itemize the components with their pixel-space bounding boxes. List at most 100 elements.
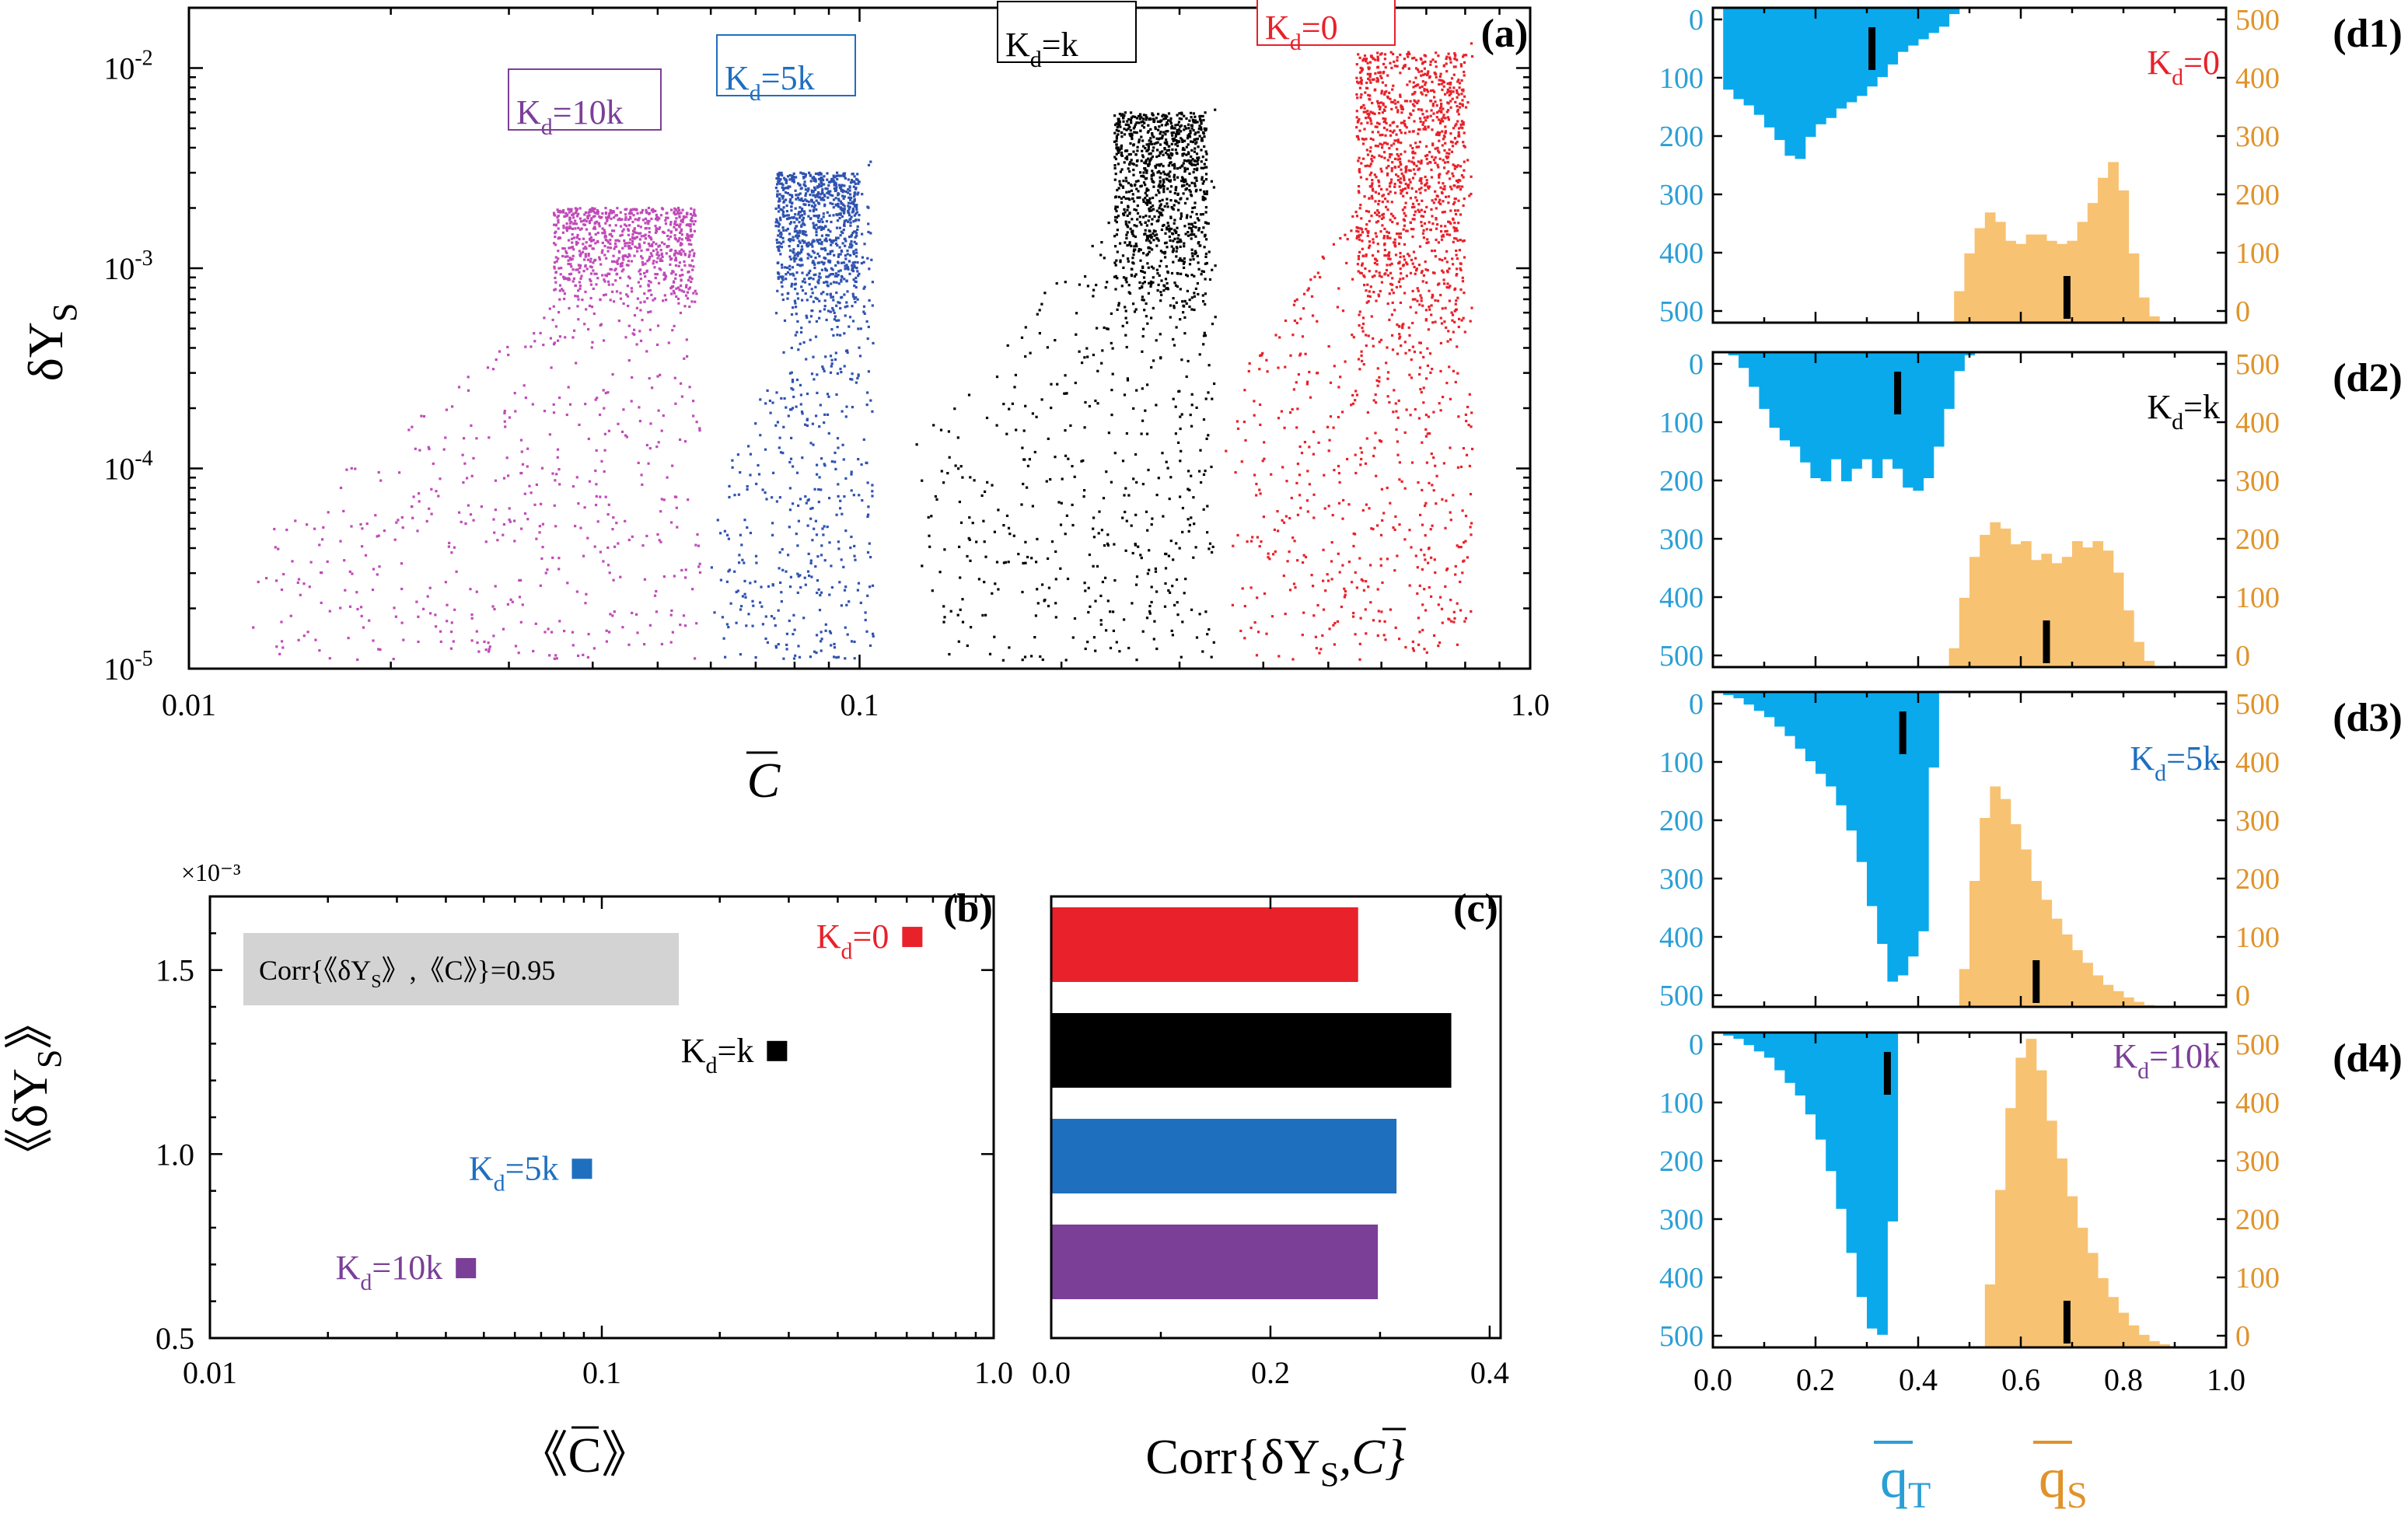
- scatter-point: [1127, 284, 1131, 287]
- scatter-point: [1136, 218, 1139, 221]
- scatter-point: [1125, 236, 1128, 239]
- scatter-point: [820, 218, 823, 221]
- scatter-point: [1456, 209, 1459, 212]
- scatter-point: [412, 495, 415, 498]
- scatter-point: [1161, 251, 1164, 254]
- scatter-point: [797, 211, 801, 214]
- scatter-point: [626, 285, 629, 288]
- scatter-point: [830, 267, 833, 270]
- scatter-point: [777, 177, 780, 180]
- scatter-point: [1156, 149, 1159, 152]
- scatter-point: [1366, 295, 1370, 298]
- scatter-point: [1180, 180, 1183, 183]
- scatter-point: [606, 218, 609, 222]
- scatter-point: [1461, 104, 1464, 107]
- scatter-point: [1427, 70, 1430, 73]
- scatter-point: [1202, 300, 1205, 303]
- scatter-point: [1134, 243, 1138, 246]
- scatter-point: [1388, 400, 1391, 404]
- scatter-point: [855, 248, 858, 251]
- scatter-point: [802, 176, 806, 180]
- scatter-point: [735, 621, 738, 624]
- scatter-point: [656, 343, 659, 346]
- scatter-point: [823, 239, 827, 242]
- scatter-point: [519, 472, 522, 475]
- scatter-point: [1164, 552, 1167, 556]
- scatter-point: [577, 226, 580, 229]
- scatter-point: [817, 487, 820, 491]
- scatter-point: [1427, 125, 1430, 128]
- scatter-point: [867, 222, 870, 225]
- scatter-point: [467, 376, 470, 379]
- scatter-point: [472, 456, 475, 459]
- scatter-point: [629, 215, 632, 218]
- scatter-point: [1179, 288, 1182, 291]
- scatter-point: [1463, 197, 1466, 201]
- scatter-point: [1198, 135, 1201, 138]
- scatter-point: [281, 646, 285, 649]
- scatter-point: [671, 631, 674, 634]
- scatter-point: [826, 292, 829, 296]
- scatter-point: [839, 234, 842, 237]
- scatter-point: [1197, 128, 1201, 131]
- scatter-point: [1084, 647, 1087, 651]
- scatter-point: [814, 273, 817, 276]
- scatter-point: [837, 197, 841, 201]
- scatter-point: [508, 416, 512, 419]
- scatter-point: [843, 208, 846, 211]
- scatter-point: [1326, 579, 1330, 582]
- scatter-point: [802, 219, 805, 222]
- scatter-point: [1407, 169, 1410, 172]
- scatter-point: [574, 525, 577, 528]
- scatter-point: [601, 241, 604, 244]
- scatter-point: [285, 528, 288, 532]
- scatter-point: [1424, 83, 1427, 86]
- scatter-point: [1135, 583, 1138, 586]
- scatter-point: [664, 219, 667, 222]
- scatter-point: [1381, 201, 1384, 204]
- scatter-point: [294, 519, 297, 522]
- scatter-point: [1150, 282, 1153, 285]
- scatter-point: [1127, 128, 1130, 131]
- scatter-point: [1189, 258, 1192, 261]
- scatter-point: [790, 282, 794, 285]
- scatter-point: [778, 179, 781, 182]
- scatter-point: [494, 585, 497, 588]
- scatter-point: [588, 244, 591, 247]
- scatter-point: [857, 458, 860, 461]
- scatter-point: [664, 222, 668, 225]
- scatter-point: [665, 216, 668, 219]
- scatter-point: [1355, 126, 1358, 129]
- scatter-point: [1456, 185, 1459, 188]
- scatter-point: [1263, 457, 1266, 460]
- scatter-point: [1137, 180, 1140, 183]
- scatter-point: [1434, 255, 1437, 258]
- scatter-point: [823, 175, 826, 178]
- scatter-point: [803, 281, 807, 284]
- scatter-point: [1155, 339, 1158, 342]
- scatter-point: [688, 239, 692, 242]
- scatter-point: [795, 194, 798, 197]
- scatter-point: [641, 544, 645, 547]
- scatter-point: [1122, 195, 1125, 199]
- scatter-point: [1174, 124, 1177, 127]
- scatter-point: [1086, 641, 1089, 644]
- scatter-point: [773, 617, 776, 620]
- scatter-point: [1193, 168, 1196, 171]
- scatter-point: [606, 272, 610, 275]
- scatter-point: [503, 411, 506, 414]
- scatter-point: [1393, 65, 1396, 68]
- scatter-point: [1190, 181, 1194, 184]
- scatter-point: [1204, 178, 1208, 181]
- scatter-point: [1169, 120, 1173, 123]
- scatter-point: [631, 243, 634, 246]
- scatter-point: [1195, 141, 1198, 144]
- scatter-point: [1148, 209, 1152, 212]
- scatter-point: [831, 268, 834, 271]
- scatter-point: [376, 535, 379, 538]
- scatter-point: [739, 533, 742, 536]
- scatter-point: [840, 174, 843, 177]
- scatter-point: [1150, 157, 1153, 160]
- scatter-point: [277, 547, 280, 550]
- scatter-point: [568, 208, 571, 211]
